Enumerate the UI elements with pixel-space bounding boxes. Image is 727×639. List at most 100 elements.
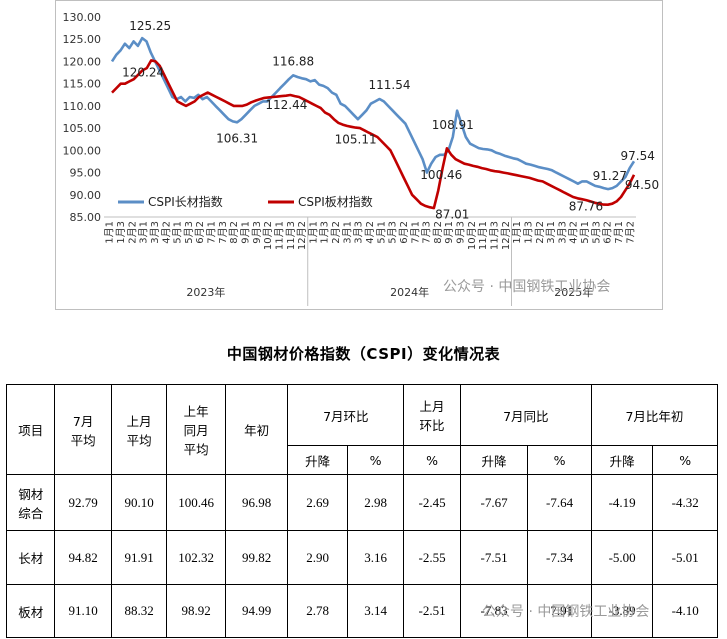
x-tick-label: 12月2 [500,221,512,250]
data-label: 108.91 [432,118,474,132]
x-tick-label: 3月1 [341,221,353,244]
cell: 3.16 [346,530,405,585]
cell: 94.99 [224,584,289,638]
header-jul-avg: 7月 平均 [54,384,112,475]
sub-yoy-change: 升降 [459,445,529,475]
data-label: 105.11 [335,133,377,147]
x-tick-label: 9月3 [251,221,263,244]
cell: -7.67 [459,474,529,531]
table-row: 钢材 综合 92.79 90.10 100.46 96.98 2.69 2.98… [5,474,718,531]
chart-frame: 130.00 125.00 120.00 115.00 110.00 105.00 100.… [55,0,663,310]
cell: -3.89 [590,584,654,638]
x-tick-label: 3月3 [149,221,161,244]
sub-yoy-pct: % [527,445,592,475]
long-products-line [110,36,636,191]
y-tick-label: 85.00 [70,211,102,224]
cell: 99.82 [224,530,289,585]
x-tick-label: 5月3 [183,221,195,244]
x-tick-label: 7月2 [624,221,636,244]
x-tick-label: 3月1 [545,221,557,244]
data-label: 116.88 [272,54,314,68]
x-tick-label: 4月2 [160,221,172,244]
legend-label: CSPI板材指数 [298,194,373,209]
flat-products-line [111,59,636,210]
cell: -2.55 [403,530,461,585]
x-tick-label: 1月1 [307,221,319,244]
data-label: 106.31 [216,131,258,145]
cell: -7.83 [459,584,529,638]
x-tick-label: 11月1 [477,221,489,250]
watermark-chart: 公众号 · 中国钢铁工业协会 [443,279,611,295]
cell: -4.32 [652,474,718,531]
cell: -2.51 [403,584,461,638]
y-tick-label: 95.00 [70,167,102,180]
y-tick-label: 90.00 [70,189,102,202]
table-title: 中国钢材价格指数（CSPI）变化情况表 [226,345,501,363]
cell: -2.45 [403,474,461,531]
x-tick-label: 6月2 [194,221,206,244]
x-tick-label: 4月2 [568,221,580,244]
cell: 2.90 [287,530,348,585]
cell: 2.98 [346,474,405,531]
row-name: 长材 [5,530,56,585]
data-label: 112.44 [265,98,307,112]
sub-mom-pct: % [346,445,405,475]
table-subheader-row: 升降 % % 升降 % 升降 % [7,445,718,475]
x-tick-label: 9月3 [455,221,467,244]
data-label: 97.54 [621,149,655,163]
year-label: 2024年 [390,285,429,299]
x-tick-label: 1月1 [104,221,116,244]
cell: 102.32 [166,530,226,585]
cell: -7.91 [527,584,592,638]
x-tick-label: 11月1 [273,221,285,250]
sub-ytd-change: 升降 [590,445,654,475]
header-mom: 7月环比 [287,384,405,446]
cell: 2.78 [287,584,348,638]
y-tick-label: 120.00 [63,55,102,68]
x-tick-label: 9月1 [239,221,251,244]
x-tick-label: 8月2 [432,221,444,244]
header-item: 项目 [5,384,56,475]
cspi-line-chart: 130.00 125.00 120.00 115.00 110.00 105.00 100.… [63,11,659,306]
x-tick-label: 5月1 [375,221,387,244]
cell: 91.10 [54,584,112,638]
data-label: 94.50 [625,178,659,192]
header-prev-mom: 上月 环比 [403,384,461,446]
cell: 92.79 [54,474,112,531]
year-label: 2025年 [554,285,593,299]
header-last-year: 上年 同月 平均 [166,384,226,475]
row-name: 钢材 综合 [5,474,56,531]
sub-mom-change: 升降 [287,445,348,475]
x-tick-label: 5月3 [590,221,602,244]
cell: 2.69 [287,474,348,531]
y-tick-label: 125.00 [63,33,102,46]
row-name: 板材 [5,584,56,638]
x-tick-label: 2月2 [330,221,342,244]
x-tick-label: 5月1 [172,221,184,244]
y-tick-label: 130.00 [63,11,102,24]
y-tick-label: 115.00 [63,78,102,91]
header-yoy: 7月同比 [459,384,592,446]
header-ytd: 7月比年初 [590,384,719,446]
x-tick-label: 11月3 [489,221,501,250]
x-tick-label: 1月3 [522,221,534,244]
x-tick-label: 7月1 [613,221,625,244]
cell: -7.51 [459,530,529,585]
data-label: 125.25 [129,19,171,33]
x-tick-label: 5月1 [579,221,591,244]
data-label: 87.01 [435,207,469,221]
x-tick-label: 7月1 [206,221,218,244]
x-tick-label: 11月3 [285,221,297,250]
cell: 96.98 [224,474,289,531]
cell: 88.32 [110,584,168,638]
x-tick-label: 10月2 [466,221,478,250]
x-tick-label: 9月1 [443,221,455,244]
cell: -7.64 [527,474,592,531]
cell: 100.46 [166,474,226,531]
data-label: 120.24 [122,65,164,79]
table-row: 长材 94.82 91.91 102.32 99.82 2.90 3.16 -2… [5,530,718,585]
cell: 91.91 [110,530,168,585]
cell: -7.34 [527,530,592,585]
cell: -5.01 [652,530,718,585]
x-tick-label: 10月2 [262,221,274,250]
